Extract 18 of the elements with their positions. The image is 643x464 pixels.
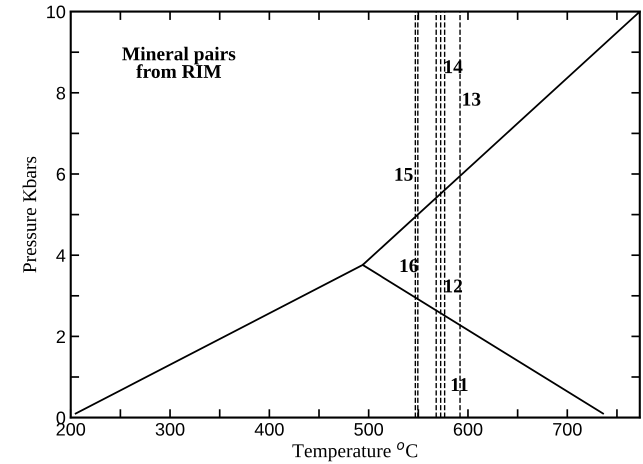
y-tick-label: 10 <box>47 6 66 18</box>
x-tick-label: 700 <box>553 422 582 436</box>
x-tick-label: 200 <box>56 422 86 436</box>
annotation: 11 <box>452 378 468 392</box>
annotation: Mineral pairs from RIM <box>122 46 236 78</box>
x-tick-label: 300 <box>156 422 184 436</box>
x-axis-title: Temperature $^{o}$C <box>292 442 418 462</box>
x-tick-label: 400 <box>254 422 284 436</box>
y-axis-title: Pressure Kbars <box>22 156 36 273</box>
x-tick-label: 500 <box>354 422 384 436</box>
y-tick-label: 4 <box>56 249 66 262</box>
y-tick-label: 2 <box>56 330 65 343</box>
annotation: 15 <box>395 168 413 181</box>
y-tick-label: 0 <box>56 412 66 424</box>
annotation: 13 <box>463 92 480 106</box>
x-tick-label: 600 <box>454 422 482 436</box>
y-tick-label: 6 <box>56 168 66 181</box>
y-tick-label: 8 <box>56 86 66 100</box>
